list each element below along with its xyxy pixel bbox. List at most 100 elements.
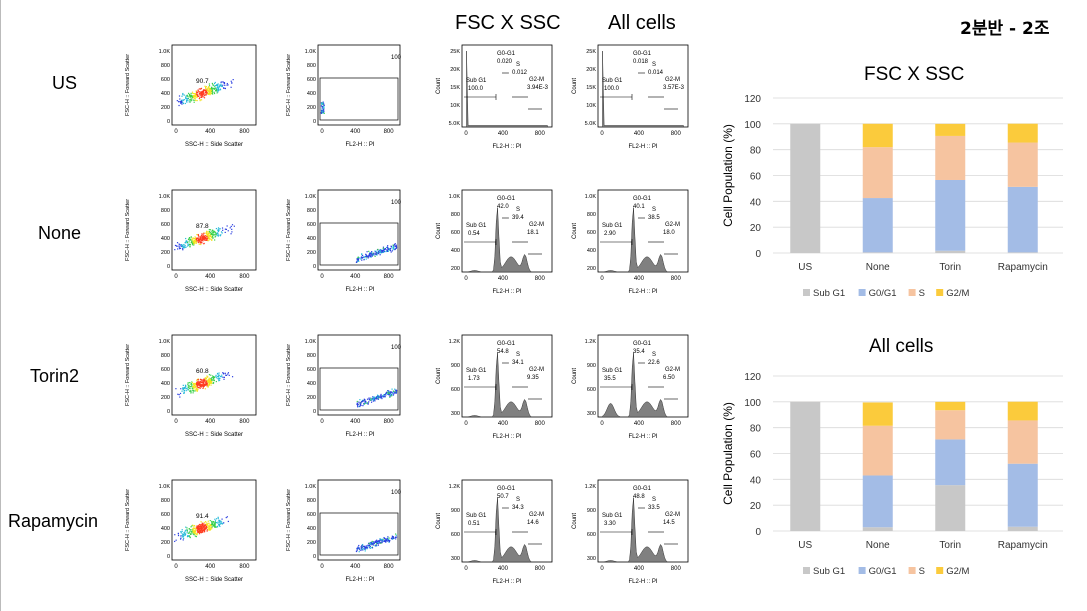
scatter-point <box>217 521 219 523</box>
hist-y-label: Count <box>572 223 578 239</box>
scatter-y-tick: 0 <box>167 119 170 125</box>
pi-point <box>377 541 380 544</box>
pi-point <box>371 252 373 254</box>
g2m-label: G2-M <box>529 512 544 518</box>
scatter-point <box>178 245 180 247</box>
chart-title-all-cells: All cells <box>869 336 934 357</box>
scatter-point <box>224 231 226 234</box>
scatter-point <box>187 535 189 537</box>
scatter-point <box>205 91 207 93</box>
scatter-point <box>197 91 199 94</box>
scatter-point <box>223 82 226 85</box>
bar-segment-g0-g1 <box>1007 186 1038 253</box>
scatter-point <box>202 236 204 238</box>
pi-point <box>375 545 377 547</box>
scatter-point <box>220 234 222 236</box>
pi-point <box>363 403 365 405</box>
s-label: S <box>516 497 520 503</box>
scatter-point <box>197 530 199 532</box>
scatter-point <box>217 230 220 232</box>
scatter-point <box>197 382 199 385</box>
x-tick-label: 400 <box>350 564 361 570</box>
pi-point <box>388 390 390 392</box>
pi-point <box>374 255 376 257</box>
pi-point <box>371 547 374 549</box>
scatter-point <box>201 92 203 94</box>
scatter-point <box>192 92 194 95</box>
scatter-point <box>208 89 210 91</box>
scatter-point <box>206 231 208 233</box>
scatter-point <box>201 523 203 526</box>
x-tick-label: 800 <box>384 274 395 280</box>
pi-point <box>392 391 394 393</box>
pi-point <box>361 254 363 256</box>
pi-point <box>362 545 365 548</box>
scatter-point <box>197 386 200 389</box>
scatter-point <box>203 379 205 382</box>
pi-point <box>365 402 367 404</box>
pi-point <box>392 244 394 246</box>
scatter-y-tick: 1.0K <box>159 49 171 55</box>
x-tick-label: US <box>798 540 812 551</box>
scatter-point <box>205 521 207 523</box>
scatter-point <box>213 379 215 382</box>
pi-point <box>322 102 324 104</box>
scatter-point <box>191 382 194 384</box>
pi-point <box>360 258 362 260</box>
scatter-point <box>205 377 208 380</box>
hist-y-tick: 300 <box>587 556 596 562</box>
scatter-point <box>190 526 192 528</box>
scatter-point <box>207 528 209 530</box>
scatter-point <box>209 380 211 382</box>
x-tick-label: 0 <box>320 419 324 425</box>
pi-point <box>379 251 382 253</box>
pi-point <box>360 548 362 551</box>
scatter-point <box>212 377 214 379</box>
legend-swatch <box>908 567 916 574</box>
scatter-point <box>200 378 202 381</box>
scatter-point <box>199 383 201 386</box>
pi-point <box>394 389 397 391</box>
left-border <box>0 0 1 611</box>
scatter-point <box>198 524 200 526</box>
pi-point <box>368 545 370 547</box>
scatter-point <box>222 229 224 231</box>
scatter-point <box>188 531 190 534</box>
x-tick-label: Torin <box>939 540 961 551</box>
scatter-point <box>200 238 202 240</box>
histogram-area <box>466 497 548 563</box>
pi-point <box>376 251 378 254</box>
scatter-point <box>212 524 214 526</box>
pi-gate-percent: 100 <box>391 55 402 61</box>
scatter-point <box>215 233 217 235</box>
scatter-point <box>181 95 183 97</box>
pi-point <box>388 540 390 543</box>
s-value: 34.3 <box>512 505 524 511</box>
scatter-point <box>191 525 193 527</box>
scatter-point <box>219 84 221 86</box>
scatter-point <box>206 382 208 384</box>
scatter-point <box>215 227 218 230</box>
scatter-point <box>182 388 184 390</box>
scatter-point <box>187 386 189 388</box>
scatter-point <box>207 234 210 236</box>
scatter-point <box>194 236 196 238</box>
scatter-point <box>206 233 208 235</box>
scatter-point <box>210 89 213 92</box>
scatter-point <box>187 96 189 98</box>
y-tick-label: 120 <box>744 94 761 105</box>
pi-point <box>373 398 375 400</box>
scatter-point <box>200 525 202 527</box>
scatter-point <box>212 520 215 523</box>
scatter-point <box>210 379 213 381</box>
subg1-label: Sub G1 <box>466 223 487 229</box>
scatter-point <box>212 84 214 87</box>
pi-point <box>393 244 395 246</box>
pi-y-label: FSC-H :: Forward Scatter <box>286 199 292 261</box>
pi-point <box>377 395 379 397</box>
legend-label: Sub G1 <box>813 566 845 577</box>
scatter-point <box>211 88 213 90</box>
scatter-point <box>183 537 185 540</box>
scatter-point <box>231 231 233 233</box>
scatter-y-tick: 800 <box>161 353 170 359</box>
